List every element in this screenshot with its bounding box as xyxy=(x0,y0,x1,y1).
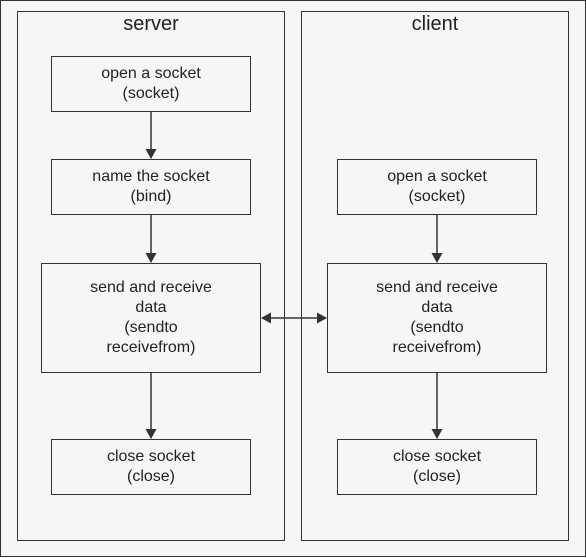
node-text: name the socket xyxy=(92,167,209,187)
node-text: (close) xyxy=(127,467,175,487)
node-c_open: open a socket(socket) xyxy=(337,159,537,215)
node-text: (bind) xyxy=(131,187,172,207)
node-text: open a socket xyxy=(101,64,201,84)
panel-title-server: server xyxy=(18,11,284,37)
node-text: close socket xyxy=(393,447,481,467)
node-s_bind: name the socket(bind) xyxy=(51,159,251,215)
node-text: close socket xyxy=(107,447,195,467)
node-text: receivefrom) xyxy=(107,338,196,358)
node-text: data xyxy=(135,298,166,318)
node-text: (close) xyxy=(413,467,461,487)
panel-title-client: client xyxy=(302,11,568,37)
node-text: send and receive xyxy=(376,278,498,298)
node-text: send and receive xyxy=(90,278,212,298)
node-s_open: open a socket(socket) xyxy=(51,56,251,112)
node-s_sr: send and receivedata(sendtoreceivefrom) xyxy=(41,263,261,373)
node-c_close: close socket(close) xyxy=(337,439,537,495)
node-s_close: close socket(close) xyxy=(51,439,251,495)
diagram-canvas: serverclientopen a socket(socket)name th… xyxy=(0,0,586,557)
node-text: open a socket xyxy=(387,167,487,187)
node-text: receivefrom) xyxy=(393,338,482,358)
node-text: (socket) xyxy=(123,84,180,104)
node-text: (sendto xyxy=(410,318,463,338)
node-text: (sendto xyxy=(124,318,177,338)
node-text: (socket) xyxy=(409,187,466,207)
node-c_sr: send and receivedata(sendtoreceivefrom) xyxy=(327,263,547,373)
node-text: data xyxy=(421,298,452,318)
